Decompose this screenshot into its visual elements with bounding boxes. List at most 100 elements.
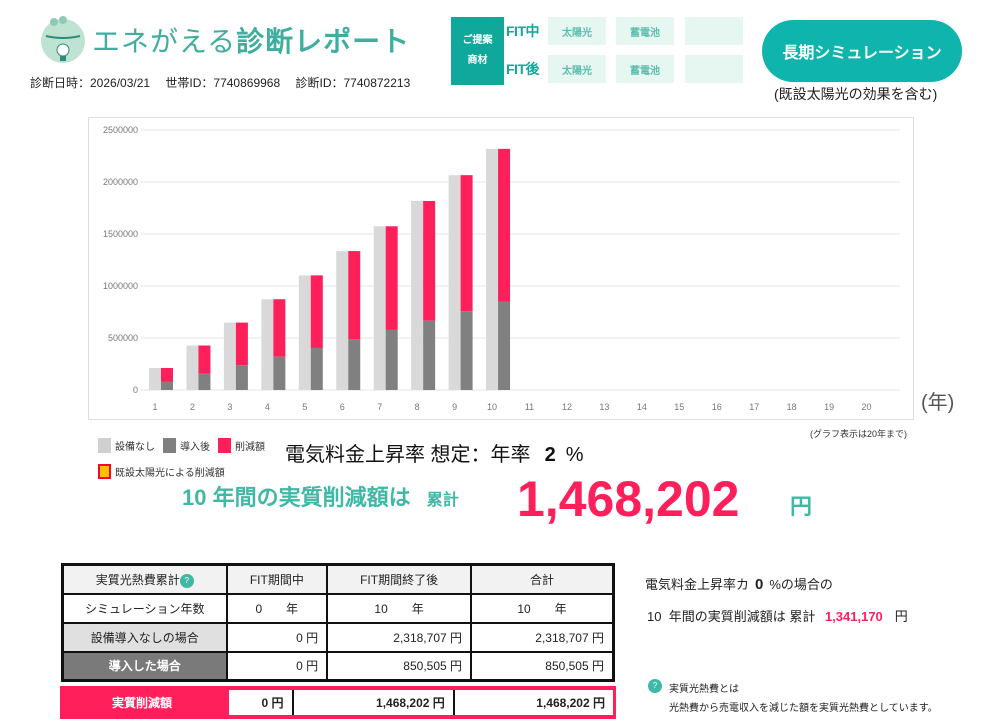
y-tick-label: 0 [133,385,138,395]
bar-after-install [198,373,211,390]
bar-after-install [423,320,436,390]
x-tick-label: 5 [302,402,307,412]
total-savings-amount: 1,468,202 [517,471,740,527]
fit-during-label: FIT中 [506,23,540,39]
table-header: 実質光熱費累計? [61,563,228,595]
logo-frog-icon [38,14,88,64]
yen-unit: 円 [790,494,813,519]
household-id: 世帯ID：7740869968 [165,76,281,90]
cell: 10 年 [326,592,473,624]
app-title: エネがえる診断レポート [92,26,411,57]
table-header: FIT期間終了後 [326,563,473,595]
bar-savings [498,148,511,302]
bar-after-install [460,311,473,390]
y-tick-label: 1000000 [103,281,138,291]
row-label: 実質削減額 [63,690,229,715]
cell: 1,468,202 円 [291,690,454,715]
x-tick-label: 4 [265,402,270,412]
row-label: 導入した場合 [61,650,228,682]
bar-no-equipment [448,175,461,390]
bar-savings [423,200,436,321]
zero-rate-line1: 電気料金上昇率カ 0 %の場合の [645,576,833,593]
bar-no-equipment [261,299,274,390]
cost-table: 実質光熱費累計? FIT期間中 FIT期間終了後 合計 シミュレーション年数 0… [61,563,615,682]
x-tick-label: 10 [487,402,497,412]
legend-label: 削減額 [235,442,265,453]
product-chip [685,17,743,45]
legend-swatch-existing [98,464,111,479]
bar-no-equipment [186,345,199,390]
bar-savings [198,345,211,374]
long-simulation-button[interactable]: 長期シミュレーション [762,20,962,82]
product-chip: 太陽光 [548,55,606,83]
cell: 850,505 円 [470,650,615,682]
report-meta: 診断日時：2026/03/21 世帯ID：7740869968 診断ID：774… [30,74,422,91]
legend-label: 設備なし [115,442,155,453]
legend-swatch-saving [218,438,231,453]
x-tick-label: 18 [787,402,797,412]
bar-after-install [310,347,323,390]
bar-no-equipment [373,226,386,390]
zero-rate-line2: 10 年間の実質削減額は 累計 1,341,170 円 [647,609,908,624]
summary-text: 10 年間の実質削減額は 累計 [182,485,459,510]
y-tick-label: 2500000 [103,125,138,135]
bar-after-install [161,381,173,390]
table-row: 導入した場合 0 円 850,505 円 850,505 円 [61,650,615,682]
bar-no-equipment [411,200,424,390]
bar-after-install [348,339,361,390]
help-title: 実質光熱費とは [669,684,739,695]
x-tick-label: 20 [862,402,872,412]
table-header-row: 実質光熱費累計? FIT期間中 FIT期間終了後 合計 [61,563,615,595]
legend-label: 既設太陽光による削減額 [115,468,225,479]
proposal-label: ご提案 商材 [451,17,504,85]
bar-no-equipment [223,322,236,390]
bar-savings [460,175,473,312]
x-tick-label: 16 [712,402,722,412]
help-icon[interactable]: ? [179,573,194,588]
bar-savings [348,251,361,340]
row-label: 設備導入なしの場合 [61,621,228,653]
product-chip: 太陽光 [548,17,606,45]
x-tick-label: 8 [415,402,420,412]
cell: 2,318,707 円 [470,621,615,653]
bar-after-install [273,356,286,390]
help-icon: ? [648,677,662,695]
x-tick-label: 13 [599,402,609,412]
x-tick-label: 2 [190,402,195,412]
chart-note: (グラフ表示は20年まで) [810,429,908,439]
bar-after-install [498,301,511,390]
bar-no-equipment [298,275,311,390]
chart-legend: 設備なし 導入後 削減額 [98,438,265,453]
x-tick-label: 3 [227,402,232,412]
table-header: 合計 [470,563,615,595]
total-row: 実質削減額 0 円 1,468,202 円 1,468,202 円 [60,686,616,719]
x-tick-label: 1 [152,402,157,412]
bar-no-equipment [149,367,161,390]
legend-swatch-none [98,438,111,453]
bar-after-install [385,329,398,390]
cell: 10 年 [470,592,615,624]
chart-legend-existing: 既設太陽光による削減額 [98,464,225,479]
x-tick-label: 15 [674,402,684,412]
table-header: FIT期間中 [225,563,329,595]
cell: 0 円 [229,690,293,715]
x-tick-label: 6 [340,402,345,412]
y-tick-label: 500000 [108,333,138,343]
table-row: 設備導入なしの場合 0 円 2,318,707 円 2,318,707 円 [61,621,615,653]
diagnosis-date: 診断日時：2026/03/21 [30,76,151,90]
x-axis-unit: (年) [921,392,955,414]
x-tick-label: 17 [749,402,759,412]
y-tick-label: 1500000 [103,229,138,239]
bar-savings [310,275,323,348]
cell: 0 円 [225,621,329,653]
cell: 0 年 [225,592,329,624]
row-label: シミュレーション年数 [61,592,228,624]
bar-savings [273,299,286,357]
bar-savings [161,367,173,382]
x-tick-label: 12 [562,402,572,412]
product-chip: 蓄電池 [616,55,674,83]
cell: 1,468,202 円 [452,690,613,715]
bar-after-install [235,365,248,390]
chart-area [88,117,914,420]
